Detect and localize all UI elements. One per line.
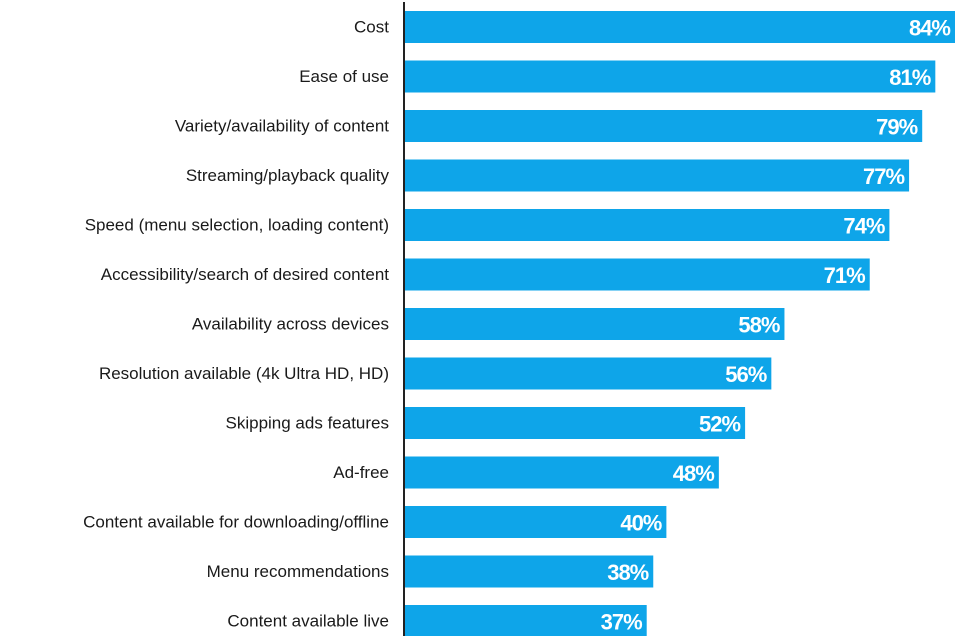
category-label: Cost bbox=[354, 18, 389, 37]
bar bbox=[404, 258, 870, 291]
value-label: 40% bbox=[620, 511, 661, 536]
value-label: 71% bbox=[824, 263, 865, 288]
category-label: Variety/availability of content bbox=[175, 117, 389, 136]
category-label: Speed (menu selection, loading content) bbox=[85, 216, 389, 235]
bar bbox=[404, 555, 654, 588]
category-label: Content available live bbox=[227, 612, 389, 631]
value-label: 79% bbox=[876, 115, 917, 140]
value-label: 48% bbox=[673, 461, 714, 486]
category-label: Resolution available (4k Ultra HD, HD) bbox=[99, 364, 389, 383]
value-label: 77% bbox=[863, 164, 904, 189]
category-label: Ease of use bbox=[299, 67, 389, 86]
bar bbox=[404, 159, 910, 192]
category-label: Ad-free bbox=[333, 463, 389, 482]
category-label: Skipping ads features bbox=[226, 414, 390, 433]
category-label: Content available for downloading/offlin… bbox=[83, 513, 389, 532]
category-labels-group: Cost Ease of use Variety/availability of c… bbox=[83, 18, 389, 631]
bar bbox=[404, 605, 647, 636]
bar bbox=[404, 357, 772, 390]
value-label: 38% bbox=[607, 560, 648, 585]
category-label: Streaming/playback quality bbox=[186, 166, 390, 185]
bars-group bbox=[404, 11, 955, 636]
value-label: 56% bbox=[725, 362, 766, 387]
bar bbox=[404, 110, 923, 142]
value-label: 74% bbox=[843, 214, 884, 239]
bar bbox=[404, 209, 890, 241]
category-label: Accessibility/search of desired content bbox=[101, 265, 389, 284]
value-label: 37% bbox=[601, 610, 642, 635]
value-label: 84% bbox=[909, 16, 950, 41]
category-label: Availability across devices bbox=[192, 315, 389, 334]
value-label: 81% bbox=[889, 65, 930, 90]
value-label: 58% bbox=[738, 313, 779, 338]
bar bbox=[404, 407, 746, 439]
category-label: Menu recommendations bbox=[207, 562, 389, 581]
bar bbox=[404, 456, 719, 489]
bar bbox=[404, 506, 667, 538]
bar bbox=[404, 308, 785, 340]
bar bbox=[404, 60, 936, 93]
value-label: 52% bbox=[699, 412, 740, 437]
bar bbox=[404, 11, 955, 43]
value-labels-group: 84% 81% 79% 77% 74% 71% 58% 56% 52% 48% 40% 38% 37% bbox=[601, 16, 952, 635]
